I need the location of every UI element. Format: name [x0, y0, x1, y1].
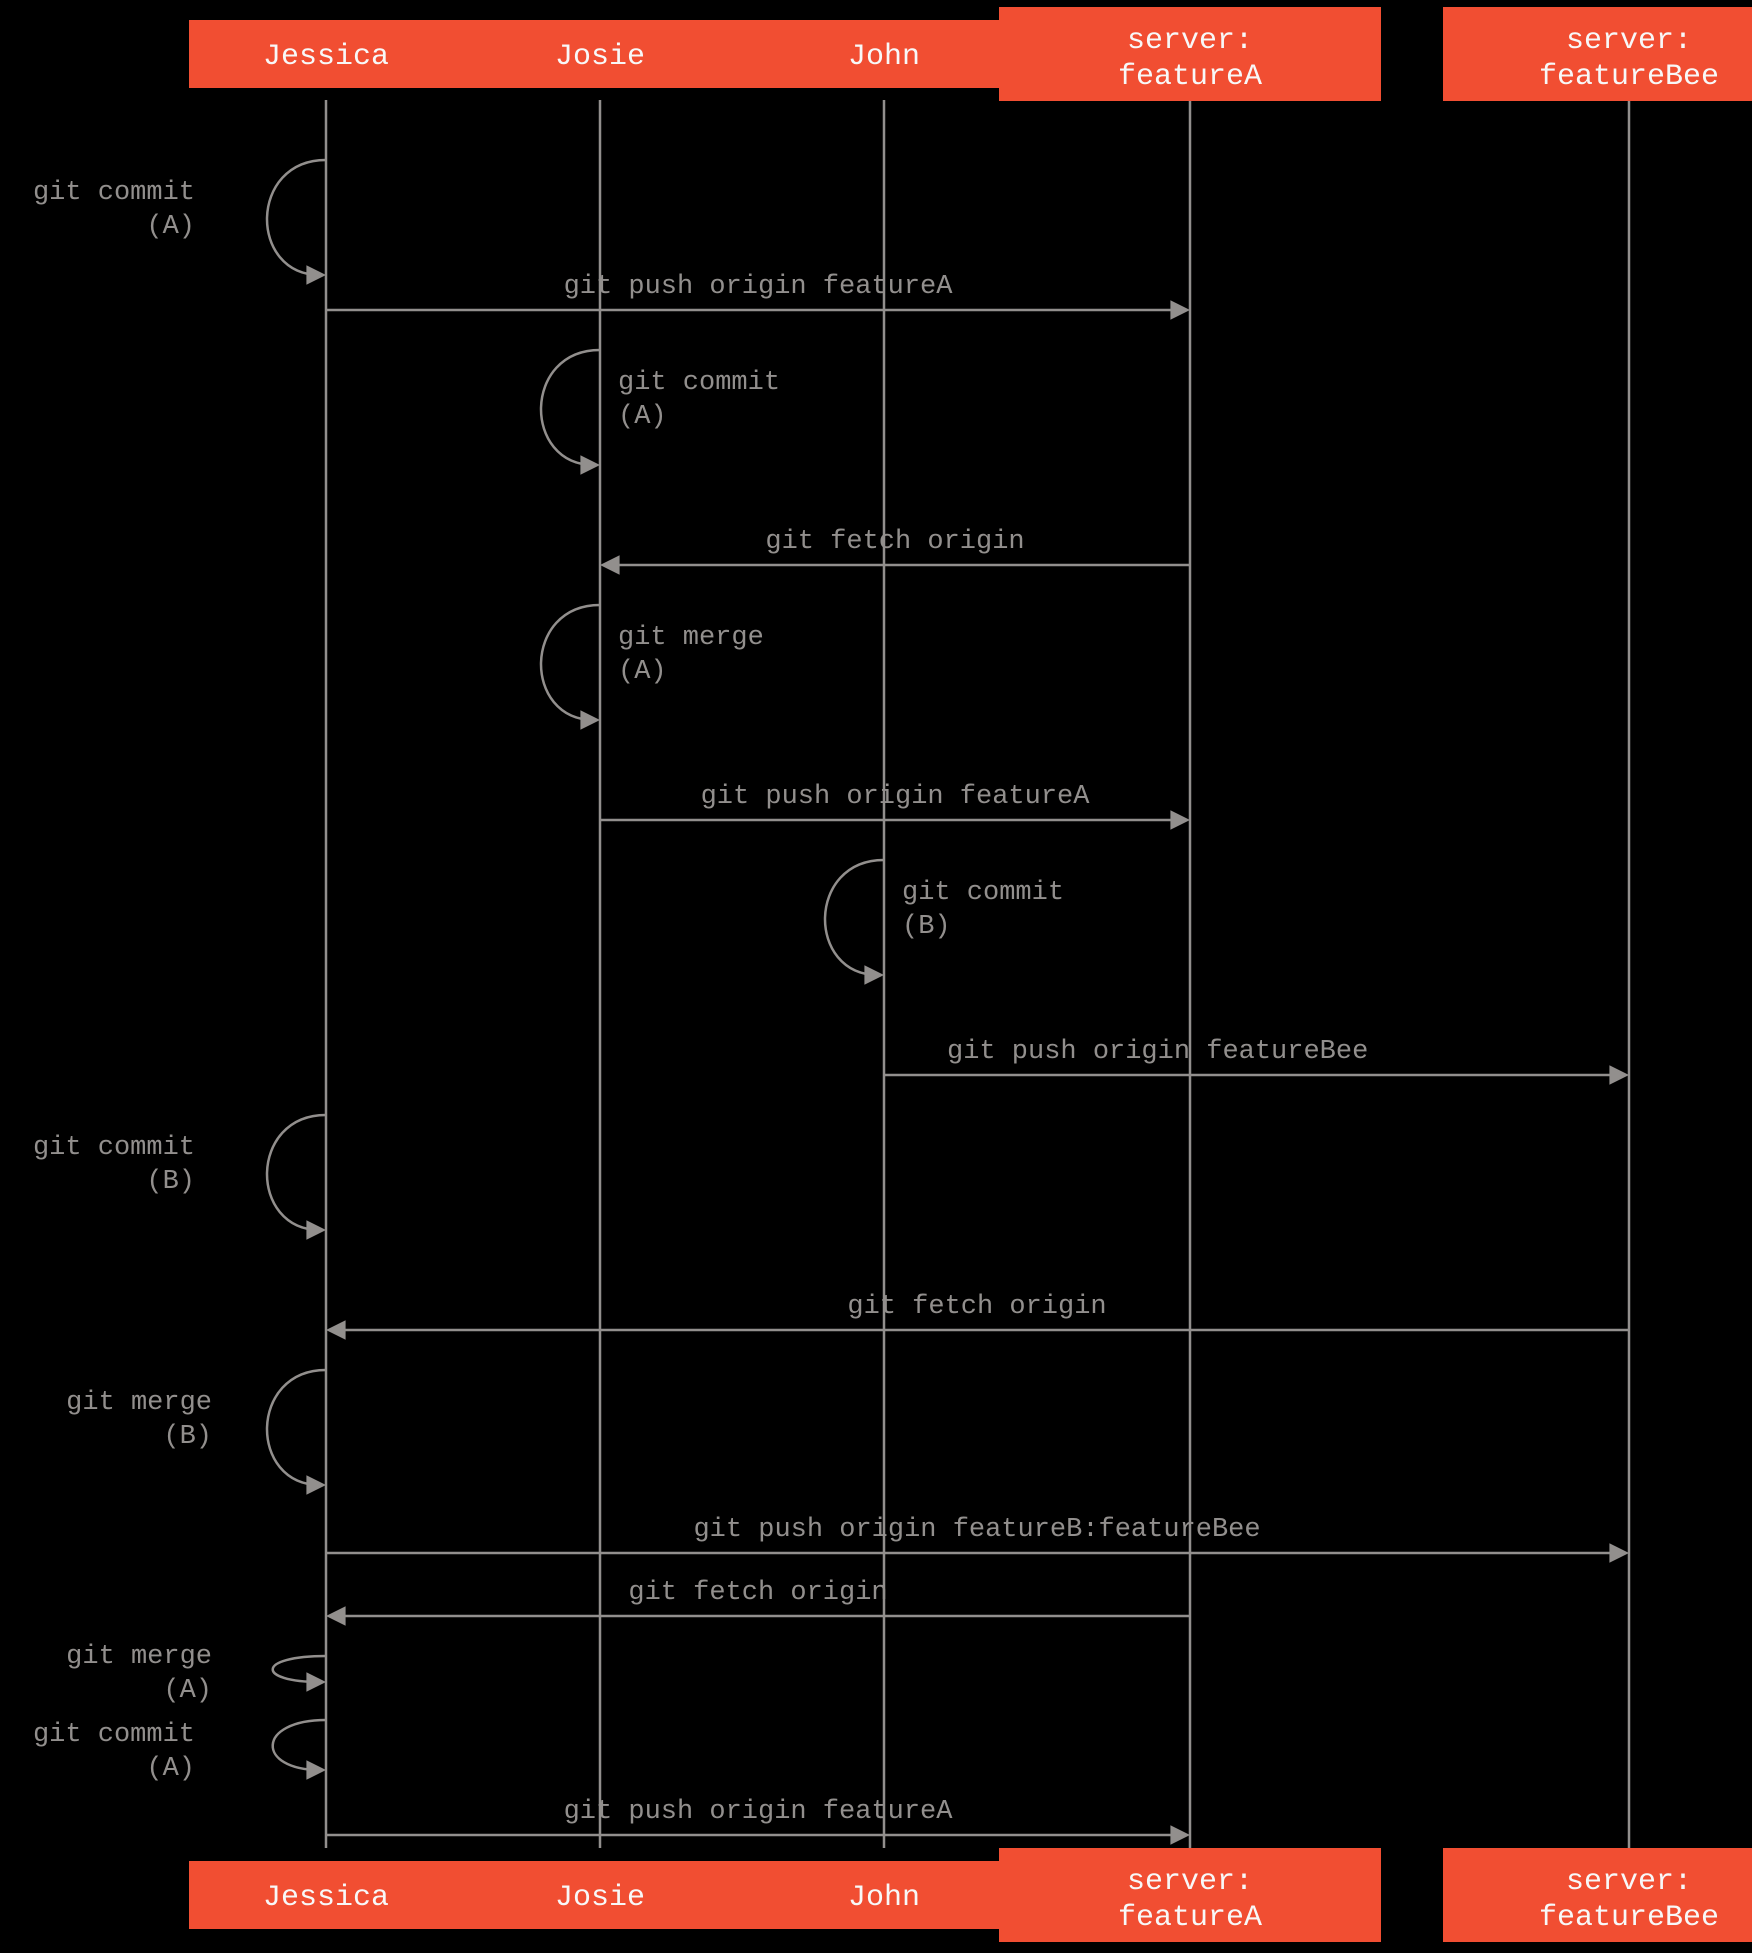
self-label1-4: git merge [618, 623, 764, 653]
footer-label-josie: Josie [555, 1881, 645, 1915]
header-label1-featureA: server: [1127, 24, 1253, 58]
arrowhead [1170, 810, 1190, 830]
self-label1-2: git commit [618, 368, 780, 398]
arrowhead [1609, 1065, 1629, 1085]
message-label-9: git fetch origin [847, 1292, 1106, 1322]
arrowhead [580, 710, 600, 730]
footer-label-jessica: Jessica [263, 1881, 389, 1915]
self-label1-6: git commit [902, 878, 1064, 908]
arrowhead [306, 1475, 326, 1495]
self-label1-8: git commit [33, 1133, 195, 1163]
self-msg-14 [273, 1720, 326, 1770]
message-label-3: git fetch origin [765, 527, 1024, 557]
footer-label2-featureA: featureA [1118, 1901, 1262, 1935]
header-label-john: John [848, 40, 920, 74]
self-label2-0: (A) [146, 212, 195, 242]
self-msg-10 [267, 1370, 326, 1485]
arrowhead [1170, 300, 1190, 320]
arrowhead [326, 1606, 346, 1626]
arrowhead [580, 455, 600, 475]
footer-label1-featureA: server: [1127, 1865, 1253, 1899]
self-label2-4: (A) [618, 657, 667, 687]
header-label-josie: Josie [555, 40, 645, 74]
arrowhead [326, 1320, 346, 1340]
message-label-5: git push origin featureA [701, 782, 1091, 812]
header-label2-featureA: featureA [1118, 60, 1262, 94]
header-label2-featureB: featureBee [1539, 60, 1719, 94]
self-msg-2 [541, 350, 600, 465]
arrowhead [306, 1220, 326, 1240]
arrowhead [1609, 1543, 1629, 1563]
message-label-12: git fetch origin [628, 1578, 887, 1608]
footer-label1-featureB: server: [1566, 1865, 1692, 1899]
arrowhead [864, 965, 884, 985]
self-label1-14: git commit [33, 1720, 195, 1750]
header-label1-featureB: server: [1566, 24, 1692, 58]
message-label-1: git push origin featureA [564, 272, 954, 302]
self-label1-10: git merge [66, 1388, 212, 1418]
self-msg-4 [541, 605, 600, 720]
arrowhead [306, 1760, 326, 1780]
message-label-15: git push origin featureA [564, 1797, 954, 1827]
footer-label2-featureB: featureBee [1539, 1901, 1719, 1935]
message-label-11: git push origin featureB:featureBee [693, 1515, 1260, 1545]
self-label2-2: (A) [618, 402, 667, 432]
arrowhead [306, 1672, 326, 1692]
self-label1-13: git merge [66, 1642, 212, 1672]
message-label-7: git push origin featureBee [947, 1037, 1368, 1067]
arrowhead [306, 265, 326, 285]
self-msg-0 [267, 160, 326, 275]
header-label-jessica: Jessica [263, 40, 389, 74]
footer-label-john: John [848, 1881, 920, 1915]
self-msg-6 [825, 860, 884, 975]
arrowhead [600, 555, 620, 575]
arrowhead [1170, 1825, 1190, 1845]
self-label2-8: (B) [146, 1167, 195, 1197]
self-label2-13: (A) [163, 1676, 212, 1706]
self-label2-10: (B) [163, 1422, 212, 1452]
self-label2-6: (B) [902, 912, 951, 942]
self-label2-14: (A) [146, 1754, 195, 1784]
self-msg-8 [267, 1115, 326, 1230]
self-label1-0: git commit [33, 178, 195, 208]
